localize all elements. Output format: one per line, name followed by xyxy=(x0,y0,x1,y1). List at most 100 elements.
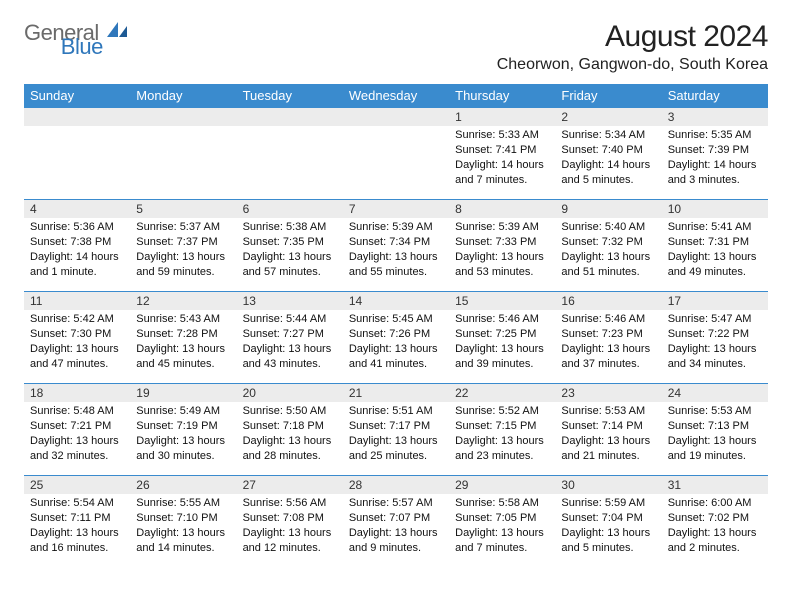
day-details: Sunrise: 5:56 AMSunset: 7:08 PMDaylight:… xyxy=(237,494,343,559)
day-details: Sunrise: 5:58 AMSunset: 7:05 PMDaylight:… xyxy=(449,494,555,559)
day-details: Sunrise: 5:40 AMSunset: 7:32 PMDaylight:… xyxy=(555,218,661,283)
day-number: 15 xyxy=(449,292,555,310)
sunset-line: Sunset: 7:21 PM xyxy=(30,419,124,434)
daylight-line: Daylight: 13 hours and 12 minutes. xyxy=(243,526,337,556)
sunrise-line: Sunrise: 5:39 AM xyxy=(349,220,443,235)
sunset-line: Sunset: 7:38 PM xyxy=(30,235,124,250)
calendar-cell: 25Sunrise: 5:54 AMSunset: 7:11 PMDayligh… xyxy=(24,476,130,568)
sunset-line: Sunset: 7:27 PM xyxy=(243,327,337,342)
day-number: 7 xyxy=(343,200,449,218)
daylight-line: Daylight: 13 hours and 41 minutes. xyxy=(349,342,443,372)
day-number: 23 xyxy=(555,384,661,402)
sunrise-line: Sunrise: 5:34 AM xyxy=(561,128,655,143)
day-number: 26 xyxy=(130,476,236,494)
sunrise-line: Sunrise: 5:43 AM xyxy=(136,312,230,327)
daylight-line: Daylight: 13 hours and 55 minutes. xyxy=(349,250,443,280)
logo-sail-icon xyxy=(107,18,129,44)
day-number: 14 xyxy=(343,292,449,310)
daylight-line: Daylight: 14 hours and 1 minute. xyxy=(30,250,124,280)
day-number: 29 xyxy=(449,476,555,494)
calendar-cell: 31Sunrise: 6:00 AMSunset: 7:02 PMDayligh… xyxy=(662,476,768,568)
calendar-cell: 7Sunrise: 5:39 AMSunset: 7:34 PMDaylight… xyxy=(343,200,449,292)
calendar-cell: 24Sunrise: 5:53 AMSunset: 7:13 PMDayligh… xyxy=(662,384,768,476)
day-details: Sunrise: 5:54 AMSunset: 7:11 PMDaylight:… xyxy=(24,494,130,559)
calendar-cell: 15Sunrise: 5:46 AMSunset: 7:25 PMDayligh… xyxy=(449,292,555,384)
calendar-cell: 18Sunrise: 5:48 AMSunset: 7:21 PMDayligh… xyxy=(24,384,130,476)
day-number: 22 xyxy=(449,384,555,402)
day-details: Sunrise: 5:36 AMSunset: 7:38 PMDaylight:… xyxy=(24,218,130,283)
weekday-header: Saturday xyxy=(662,84,768,108)
daylight-line: Daylight: 13 hours and 9 minutes. xyxy=(349,526,443,556)
daylight-line: Daylight: 13 hours and 57 minutes. xyxy=(243,250,337,280)
sunset-line: Sunset: 7:04 PM xyxy=(561,511,655,526)
day-details: Sunrise: 5:55 AMSunset: 7:10 PMDaylight:… xyxy=(130,494,236,559)
day-details: Sunrise: 5:41 AMSunset: 7:31 PMDaylight:… xyxy=(662,218,768,283)
calendar-cell-empty xyxy=(237,108,343,200)
calendar-cell: 10Sunrise: 5:41 AMSunset: 7:31 PMDayligh… xyxy=(662,200,768,292)
sunset-line: Sunset: 7:22 PM xyxy=(668,327,762,342)
day-details: Sunrise: 6:00 AMSunset: 7:02 PMDaylight:… xyxy=(662,494,768,559)
sunset-line: Sunset: 7:26 PM xyxy=(349,327,443,342)
sunrise-line: Sunrise: 5:46 AM xyxy=(561,312,655,327)
daylight-line: Daylight: 13 hours and 51 minutes. xyxy=(561,250,655,280)
day-number: 8 xyxy=(449,200,555,218)
daylight-line: Daylight: 13 hours and 28 minutes. xyxy=(243,434,337,464)
calendar-cell: 17Sunrise: 5:47 AMSunset: 7:22 PMDayligh… xyxy=(662,292,768,384)
day-details: Sunrise: 5:59 AMSunset: 7:04 PMDaylight:… xyxy=(555,494,661,559)
daylight-line: Daylight: 13 hours and 25 minutes. xyxy=(349,434,443,464)
weekday-header: Monday xyxy=(130,84,236,108)
daylight-line: Daylight: 13 hours and 49 minutes. xyxy=(668,250,762,280)
title-block: August 2024 Cheorwon, Gangwon-do, South … xyxy=(497,20,768,74)
sunrise-line: Sunrise: 5:54 AM xyxy=(30,496,124,511)
weekday-header: Tuesday xyxy=(237,84,343,108)
calendar-cell: 19Sunrise: 5:49 AMSunset: 7:19 PMDayligh… xyxy=(130,384,236,476)
calendar-cell: 3Sunrise: 5:35 AMSunset: 7:39 PMDaylight… xyxy=(662,108,768,200)
day-details: Sunrise: 5:33 AMSunset: 7:41 PMDaylight:… xyxy=(449,126,555,191)
daylight-line: Daylight: 13 hours and 32 minutes. xyxy=(30,434,124,464)
daylight-line: Daylight: 13 hours and 7 minutes. xyxy=(455,526,549,556)
sunset-line: Sunset: 7:07 PM xyxy=(349,511,443,526)
day-details: Sunrise: 5:48 AMSunset: 7:21 PMDaylight:… xyxy=(24,402,130,467)
calendar-cell-empty xyxy=(343,108,449,200)
sunrise-line: Sunrise: 5:53 AM xyxy=(561,404,655,419)
sunset-line: Sunset: 7:41 PM xyxy=(455,143,549,158)
day-number: 18 xyxy=(24,384,130,402)
daylight-line: Daylight: 13 hours and 45 minutes. xyxy=(136,342,230,372)
day-number: 13 xyxy=(237,292,343,310)
daylight-line: Daylight: 14 hours and 5 minutes. xyxy=(561,158,655,188)
daylight-line: Daylight: 13 hours and 16 minutes. xyxy=(30,526,124,556)
month-title: August 2024 xyxy=(497,20,768,54)
sunset-line: Sunset: 7:08 PM xyxy=(243,511,337,526)
day-details: Sunrise: 5:35 AMSunset: 7:39 PMDaylight:… xyxy=(662,126,768,191)
day-number: 31 xyxy=(662,476,768,494)
sunrise-line: Sunrise: 5:55 AM xyxy=(136,496,230,511)
sunrise-line: Sunrise: 5:42 AM xyxy=(30,312,124,327)
day-number: 30 xyxy=(555,476,661,494)
day-details: Sunrise: 5:43 AMSunset: 7:28 PMDaylight:… xyxy=(130,310,236,375)
day-details: Sunrise: 5:45 AMSunset: 7:26 PMDaylight:… xyxy=(343,310,449,375)
daynum-bar xyxy=(130,108,236,126)
weekday-header: Thursday xyxy=(449,84,555,108)
day-details: Sunrise: 5:46 AMSunset: 7:25 PMDaylight:… xyxy=(449,310,555,375)
daynum-bar xyxy=(24,108,130,126)
daylight-line: Daylight: 13 hours and 14 minutes. xyxy=(136,526,230,556)
day-number: 21 xyxy=(343,384,449,402)
sunset-line: Sunset: 7:13 PM xyxy=(668,419,762,434)
daylight-line: Daylight: 14 hours and 7 minutes. xyxy=(455,158,549,188)
daylight-line: Daylight: 13 hours and 37 minutes. xyxy=(561,342,655,372)
sunrise-line: Sunrise: 5:45 AM xyxy=(349,312,443,327)
page-header: GeneralBlue August 2024 Cheorwon, Gangwo… xyxy=(24,20,768,74)
sunset-line: Sunset: 7:14 PM xyxy=(561,419,655,434)
day-details: Sunrise: 5:42 AMSunset: 7:30 PMDaylight:… xyxy=(24,310,130,375)
day-number: 25 xyxy=(24,476,130,494)
calendar-cell: 27Sunrise: 5:56 AMSunset: 7:08 PMDayligh… xyxy=(237,476,343,568)
day-number: 20 xyxy=(237,384,343,402)
day-number: 4 xyxy=(24,200,130,218)
day-details: Sunrise: 5:37 AMSunset: 7:37 PMDaylight:… xyxy=(130,218,236,283)
daylight-line: Daylight: 13 hours and 21 minutes. xyxy=(561,434,655,464)
calendar-row: 11Sunrise: 5:42 AMSunset: 7:30 PMDayligh… xyxy=(24,292,768,384)
sunrise-line: Sunrise: 5:38 AM xyxy=(243,220,337,235)
weekday-header-row: Sunday Monday Tuesday Wednesday Thursday… xyxy=(24,84,768,108)
daylight-line: Daylight: 13 hours and 30 minutes. xyxy=(136,434,230,464)
calendar-row: 4Sunrise: 5:36 AMSunset: 7:38 PMDaylight… xyxy=(24,200,768,292)
